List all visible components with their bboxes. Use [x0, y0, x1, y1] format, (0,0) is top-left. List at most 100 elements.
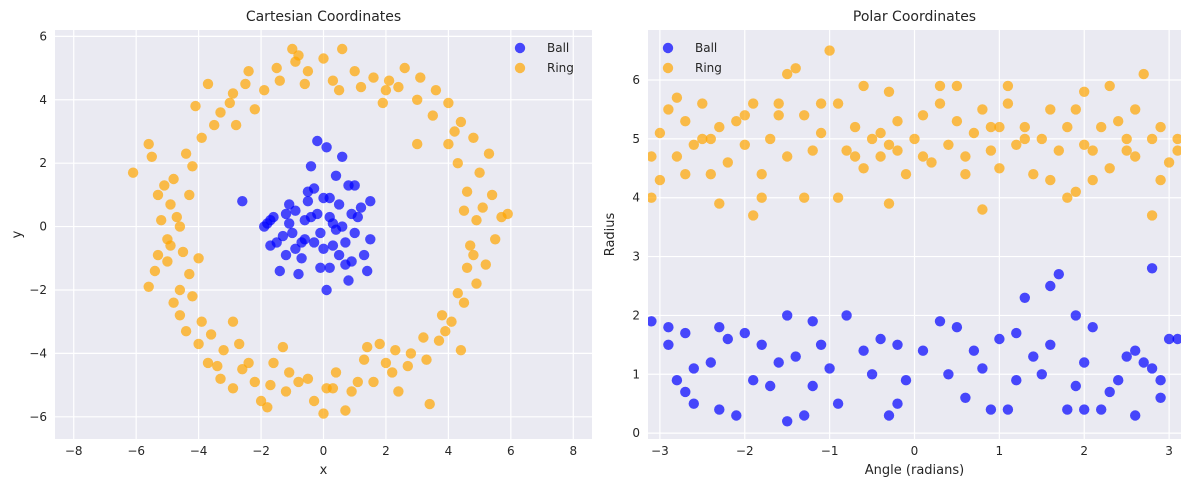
data-point	[943, 369, 954, 380]
data-point	[471, 215, 482, 226]
data-point	[480, 259, 491, 270]
data-point	[321, 383, 332, 394]
data-point	[714, 198, 725, 209]
x-tick-label: −2	[736, 444, 754, 458]
y-tick-label: 1	[632, 367, 640, 381]
series-ball	[237, 135, 376, 296]
data-point	[415, 72, 426, 83]
data-point	[302, 66, 314, 77]
data-point	[265, 379, 276, 391]
data-point	[1146, 133, 1158, 145]
data-point	[1011, 139, 1022, 150]
y-tick-label: −6	[29, 410, 47, 424]
data-point	[807, 145, 818, 156]
data-point	[333, 249, 345, 261]
data-point	[648, 151, 657, 162]
data-point	[714, 121, 725, 133]
data-point	[143, 138, 154, 150]
data-point	[312, 135, 323, 147]
data-point	[1121, 145, 1132, 156]
x-tick-label: 2	[1080, 444, 1088, 458]
legend-label: Ring	[695, 61, 722, 75]
data-point	[177, 246, 189, 258]
data-point	[165, 199, 176, 210]
data-point	[249, 104, 260, 115]
data-point	[1104, 80, 1115, 92]
data-point	[227, 383, 239, 394]
data-point	[174, 310, 186, 321]
data-point	[202, 357, 214, 369]
data-point	[337, 151, 348, 162]
data-point	[471, 278, 482, 289]
data-point	[452, 288, 463, 299]
data-point	[277, 341, 289, 353]
data-point	[280, 386, 292, 397]
data-point	[290, 243, 301, 254]
x-axis-label: x	[320, 463, 328, 478]
data-point	[405, 348, 417, 359]
data-point	[782, 310, 793, 321]
data-point	[215, 373, 226, 384]
data-point	[1096, 404, 1107, 415]
legend-label: Ring	[547, 61, 574, 75]
data-point	[866, 133, 878, 145]
data-point	[671, 92, 683, 103]
data-point	[184, 268, 195, 280]
data-point	[318, 243, 329, 254]
data-point	[402, 360, 413, 372]
data-point	[290, 56, 301, 67]
data-point	[502, 208, 513, 220]
data-point	[985, 121, 997, 133]
data-point	[680, 116, 691, 127]
data-point	[380, 85, 392, 96]
data-point	[321, 142, 332, 153]
data-point	[756, 169, 767, 180]
data-point	[333, 85, 345, 96]
data-point	[168, 297, 179, 308]
data-point	[739, 139, 750, 150]
data-point	[875, 127, 886, 139]
data-point	[259, 85, 270, 96]
data-point	[832, 192, 844, 203]
y-tick-label: −4	[29, 346, 47, 360]
data-point	[468, 132, 479, 143]
data-point	[165, 240, 176, 251]
data-point	[352, 211, 363, 223]
data-point	[815, 127, 827, 139]
data-point	[180, 326, 192, 337]
data-point	[362, 341, 373, 353]
data-point	[663, 104, 674, 115]
data-point	[446, 316, 457, 327]
data-point	[648, 192, 657, 203]
data-point	[1079, 404, 1090, 415]
x-tick-label: −2	[252, 444, 270, 458]
data-point	[1104, 386, 1115, 398]
data-point	[243, 66, 254, 77]
data-point	[654, 127, 666, 139]
data-point	[156, 215, 167, 226]
data-point	[477, 202, 488, 213]
data-point	[985, 404, 997, 415]
data-point	[782, 151, 793, 162]
data-point	[1172, 133, 1181, 145]
data-point	[1130, 151, 1141, 162]
data-point	[234, 338, 245, 350]
data-point	[909, 133, 920, 145]
data-point	[765, 380, 776, 392]
data-point	[490, 234, 501, 245]
data-point	[171, 211, 182, 223]
data-point	[387, 367, 398, 378]
data-point	[1155, 392, 1166, 403]
data-point	[654, 174, 666, 186]
data-point	[1146, 210, 1158, 221]
data-point	[368, 72, 379, 83]
data-point	[1002, 80, 1014, 92]
data-point	[1079, 139, 1090, 150]
data-point	[900, 375, 912, 386]
data-point	[443, 138, 454, 150]
y-axis-label: Radius	[603, 212, 618, 256]
data-point	[327, 75, 339, 86]
data-point	[883, 86, 895, 98]
data-point	[190, 100, 201, 112]
data-point	[883, 410, 895, 421]
